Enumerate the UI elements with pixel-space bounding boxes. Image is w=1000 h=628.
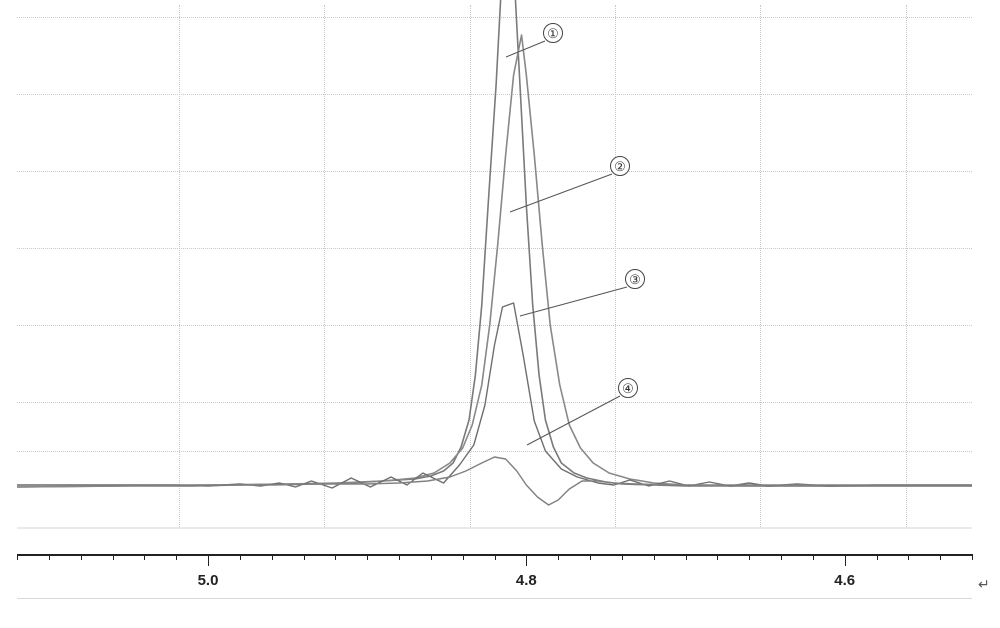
marker-label: ④ [618,378,638,398]
axis-minor-tick [431,554,432,560]
axis-minor-tick [399,554,400,560]
axis-minor-tick [176,554,177,560]
axis-minor-tick [877,554,878,560]
axis-minor-tick [717,554,718,560]
axis-minor-tick [654,554,655,560]
axis-minor-tick [749,554,750,560]
axis-minor-tick [622,554,623,560]
axis-minor-tick [17,554,18,560]
axis-major-tick [845,554,846,566]
axis-minor-tick [940,554,941,560]
axis-minor-tick [558,554,559,560]
axis-minor-tick [590,554,591,560]
marker-leader-line [527,396,620,445]
axis-minor-tick [463,554,464,560]
axis-tick-label: 4.8 [516,572,537,589]
axis-minor-tick [81,554,82,560]
spectrum-svg [0,0,1000,628]
axis-separator [17,598,972,599]
marker-label: ① [543,23,563,43]
axis-minor-tick [686,554,687,560]
axis-tick-label: 4.6 [834,572,855,589]
axis-minor-tick [781,554,782,560]
axis-minor-tick [908,554,909,560]
spectrum-trace-4 [17,457,972,505]
nmr-spectrum-chart: 5.0 4.8 4.6 ↵ ① ② ③ ④ [0,0,1000,628]
axis-minor-tick [972,554,973,560]
axis-minor-tick [272,554,273,560]
spectrum-trace-1 [17,0,972,487]
axis-minor-tick [144,554,145,560]
axis-major-tick [526,554,527,566]
spectrum-trace-3 [17,303,972,488]
marker-leader-line [506,41,545,57]
axis-minor-tick [49,554,50,560]
axis-minor-tick [113,554,114,560]
axis-minor-tick [495,554,496,560]
axis-tick-label: 5.0 [198,572,219,589]
axis-major-tick [208,554,209,566]
x-axis: 5.0 4.8 4.6 [17,540,972,600]
axis-minor-tick [240,554,241,560]
marker-leader-line [520,287,627,316]
axis-minor-tick [304,554,305,560]
axis-minor-tick [813,554,814,560]
marker-label: ② [610,156,630,176]
axis-minor-tick [367,554,368,560]
axis-minor-tick [335,554,336,560]
trailing-symbol: ↵ [978,576,990,593]
marker-label: ③ [625,269,645,289]
